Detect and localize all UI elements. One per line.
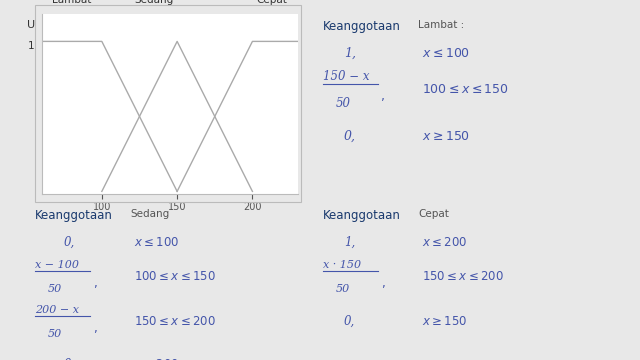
Text: Keanggotaan: Keanggotaan [35,209,113,222]
Text: $100 \leq x \leq 150$: $100 \leq x \leq 150$ [422,83,509,96]
Text: Keanggotaan: Keanggotaan [323,209,401,222]
Text: 50: 50 [48,284,62,294]
Text: ,: , [93,277,97,290]
Text: x · 150: x · 150 [323,260,362,270]
Text: Sedang: Sedang [130,209,169,219]
Text: $x \leq 100$: $x \leq 100$ [422,47,470,60]
Text: $100 \leq x \leq 150$: $100 \leq x \leq 150$ [134,270,216,283]
Text: 50: 50 [336,97,351,110]
Text: 0,: 0, [64,236,76,249]
Text: $x \geq 150$: $x \geq 150$ [422,130,470,143]
Text: 1,: 1, [344,47,356,60]
Text: $150 \leq x \leq 200$: $150 \leq x \leq 200$ [422,270,504,283]
Text: ,: , [381,277,385,290]
Text: 50: 50 [336,284,350,294]
Text: ,: , [93,322,97,335]
Text: 150 − x: 150 − x [323,70,370,83]
Text: 0,: 0, [344,315,355,328]
Text: $x \leq 200$: $x \leq 200$ [422,236,468,249]
Text: 1: 1 [28,41,35,51]
Text: x − 100: x − 100 [35,260,79,270]
Text: 0,: 0, [344,130,356,143]
Text: Sedang: Sedang [134,0,174,5]
Text: ,: , [381,90,385,103]
Text: 0,: 0, [64,358,76,360]
Text: $x \geq 200$: $x \geq 200$ [134,358,180,360]
Text: U: U [28,20,35,30]
Text: Cepat: Cepat [418,209,449,219]
Text: $x \leq 100$: $x \leq 100$ [134,236,180,249]
Text: Cepat: Cepat [257,0,287,5]
Text: 50: 50 [48,329,62,339]
Text: 1,: 1, [344,236,355,249]
Text: Keanggotaan: Keanggotaan [323,20,401,33]
Text: 200 − x: 200 − x [35,305,79,315]
Text: Lambat :: Lambat : [418,20,464,30]
Text: Lambat: Lambat [52,0,92,5]
Text: $x \geq 150$: $x \geq 150$ [422,315,468,328]
Text: $150 \leq x \leq 200$: $150 \leq x \leq 200$ [134,315,216,328]
